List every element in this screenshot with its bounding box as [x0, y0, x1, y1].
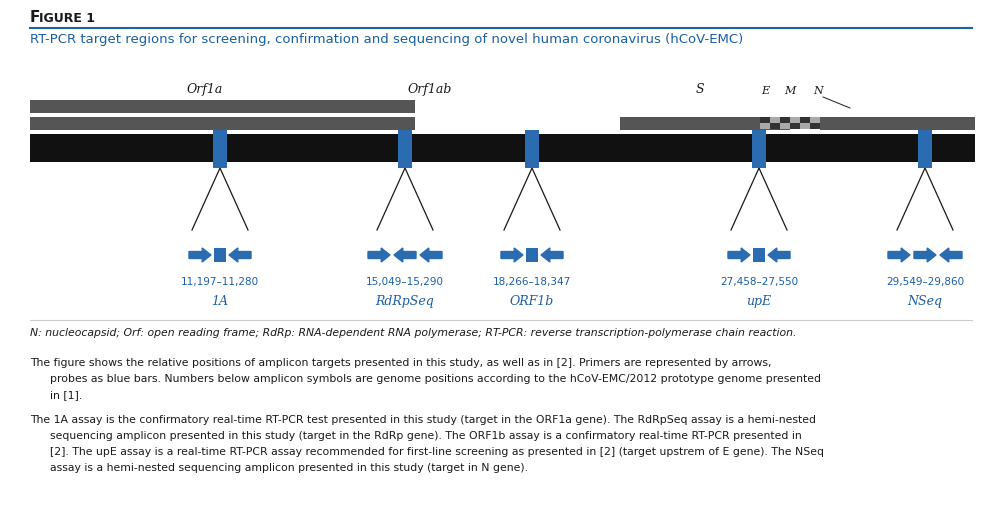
Bar	[800, 117, 810, 123]
Polygon shape	[914, 248, 936, 262]
Bar	[526, 248, 538, 262]
Text: probes as blue bars. Numbers below amplicon symbols are genome positions accordi: probes as blue bars. Numbers below ampli…	[50, 374, 821, 384]
Text: [2]. The upE assay is a real-time RT-PCR assay recommended for first-line screen: [2]. The upE assay is a real-time RT-PCR…	[50, 447, 824, 457]
Text: assay is a hemi-nested sequencing amplicon presented in this study (target in N : assay is a hemi-nested sequencing amplic…	[50, 463, 528, 473]
Text: 27,458–27,550: 27,458–27,550	[720, 277, 798, 287]
Text: IGURE 1: IGURE 1	[39, 12, 95, 25]
Polygon shape	[501, 248, 523, 262]
Text: upE: upE	[746, 295, 772, 308]
Polygon shape	[394, 248, 416, 262]
Bar	[760, 117, 770, 123]
Polygon shape	[768, 248, 790, 262]
Polygon shape	[888, 248, 910, 262]
Polygon shape	[728, 248, 750, 262]
Bar	[30, 117, 790, 130]
Bar	[753, 248, 765, 262]
Polygon shape	[420, 248, 442, 262]
Bar	[415, 117, 620, 130]
Bar	[30, 134, 975, 162]
Text: 18,266–18,347: 18,266–18,347	[493, 277, 571, 287]
Bar	[398, 130, 412, 168]
Bar	[790, 123, 800, 129]
Bar	[780, 123, 790, 129]
Polygon shape	[940, 248, 962, 262]
Bar	[30, 100, 415, 113]
Text: 29,549–29,860: 29,549–29,860	[886, 277, 964, 287]
Text: Orf1ab: Orf1ab	[408, 83, 452, 96]
Text: 11,197–11,280: 11,197–11,280	[181, 277, 260, 287]
Polygon shape	[229, 248, 250, 262]
Text: RdRpSeq: RdRpSeq	[376, 295, 435, 308]
Text: RT-PCR target regions for screening, confirmation and sequencing of novel human : RT-PCR target regions for screening, con…	[30, 33, 743, 46]
Text: E: E	[761, 86, 770, 96]
Bar	[640, 117, 750, 130]
Text: 1A: 1A	[211, 295, 228, 308]
Bar	[810, 117, 820, 123]
Text: sequencing amplicon presented in this study (target in the RdRp gene). The ORF1b: sequencing amplicon presented in this st…	[50, 431, 802, 441]
Text: M: M	[785, 86, 796, 96]
Text: NSeq: NSeq	[908, 295, 943, 308]
Bar	[760, 123, 770, 129]
Text: ORF1b: ORF1b	[510, 295, 554, 308]
Bar	[790, 117, 800, 123]
Bar	[752, 130, 766, 168]
Bar	[810, 123, 820, 129]
Text: 15,049–15,290: 15,049–15,290	[366, 277, 444, 287]
Bar	[770, 123, 780, 129]
Bar	[820, 117, 975, 130]
Polygon shape	[189, 248, 211, 262]
Bar	[780, 117, 790, 123]
Bar	[213, 130, 227, 168]
Text: The 1A assay is the confirmatory real-time RT-PCR test presented in this study (: The 1A assay is the confirmatory real-ti…	[30, 415, 816, 425]
Bar	[770, 117, 780, 123]
Text: N: nucleocapsid; Orf: open reading frame; RdRp: RNA-dependent RNA polymerase; RT: N: nucleocapsid; Orf: open reading frame…	[30, 328, 797, 338]
Text: The figure shows the relative positions of amplicon targets presented in this st: The figure shows the relative positions …	[30, 358, 772, 368]
Polygon shape	[541, 248, 563, 262]
Text: in [1].: in [1].	[50, 390, 82, 400]
Bar	[214, 248, 226, 262]
Text: Orf1a: Orf1a	[186, 83, 223, 96]
Bar	[525, 130, 539, 168]
Text: F: F	[30, 10, 40, 25]
Polygon shape	[368, 248, 390, 262]
Text: N: N	[814, 86, 823, 96]
Bar	[918, 130, 932, 168]
Text: S: S	[695, 83, 704, 96]
Bar	[800, 123, 810, 129]
